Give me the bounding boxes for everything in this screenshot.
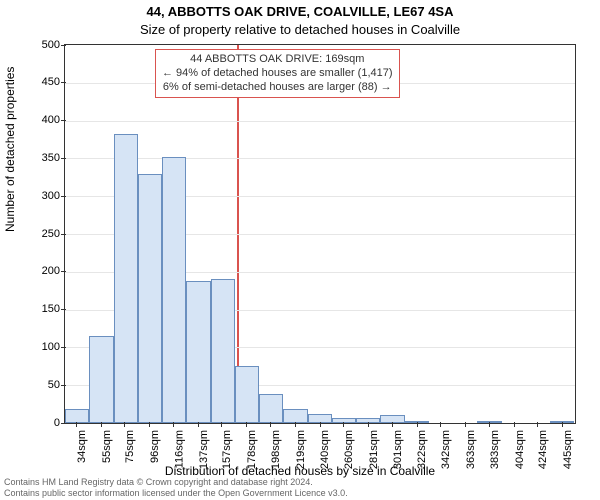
histogram-bar — [138, 174, 162, 423]
y-tick-label: 300 — [12, 190, 60, 202]
histogram-bar — [186, 281, 210, 423]
gridline — [65, 158, 575, 159]
y-tick-label: 100 — [12, 341, 60, 353]
histogram-bar — [283, 409, 307, 423]
plot-area: 44 ABBOTTS OAK DRIVE: 169sqm← 94% of det… — [64, 44, 576, 424]
chart-subtitle: Size of property relative to detached ho… — [0, 22, 600, 37]
histogram-bar — [259, 394, 283, 423]
footnote: Contains HM Land Registry data © Crown c… — [4, 477, 348, 498]
annotation-line: 44 ABBOTTS OAK DRIVE: 169sqm — [162, 53, 393, 67]
y-tick-label: 200 — [12, 265, 60, 277]
footnote-line: Contains public sector information licen… — [4, 488, 348, 498]
y-axis-label: Number of detached properties — [3, 67, 17, 232]
annotation-line: ← 94% of detached houses are smaller (1,… — [162, 67, 393, 81]
histogram-bar — [114, 134, 138, 423]
histogram-bar — [89, 336, 113, 423]
y-tick-label: 450 — [12, 76, 60, 88]
gridline — [65, 121, 575, 122]
histogram-bar — [211, 279, 235, 423]
y-tick-label: 150 — [12, 303, 60, 315]
chart-container: { "titles": { "line1": "44, ABBOTTS OAK … — [0, 0, 600, 500]
footnote-line: Contains HM Land Registry data © Crown c… — [4, 477, 348, 487]
y-tick-label: 250 — [12, 228, 60, 240]
y-tick-label: 500 — [12, 39, 60, 51]
histogram-bar — [65, 409, 89, 423]
annotation-line: 6% of semi-detached houses are larger (8… — [162, 81, 393, 95]
histogram-bar — [162, 157, 186, 423]
histogram-bar — [235, 366, 259, 423]
annotation-callout: 44 ABBOTTS OAK DRIVE: 169sqm← 94% of det… — [155, 49, 400, 98]
y-tick-label: 400 — [12, 114, 60, 126]
y-tick-label: 350 — [12, 152, 60, 164]
y-tick-label: 50 — [12, 379, 60, 391]
y-tick-label: 0 — [12, 417, 60, 429]
chart-title-address: 44, ABBOTTS OAK DRIVE, COALVILLE, LE67 4… — [0, 4, 600, 19]
